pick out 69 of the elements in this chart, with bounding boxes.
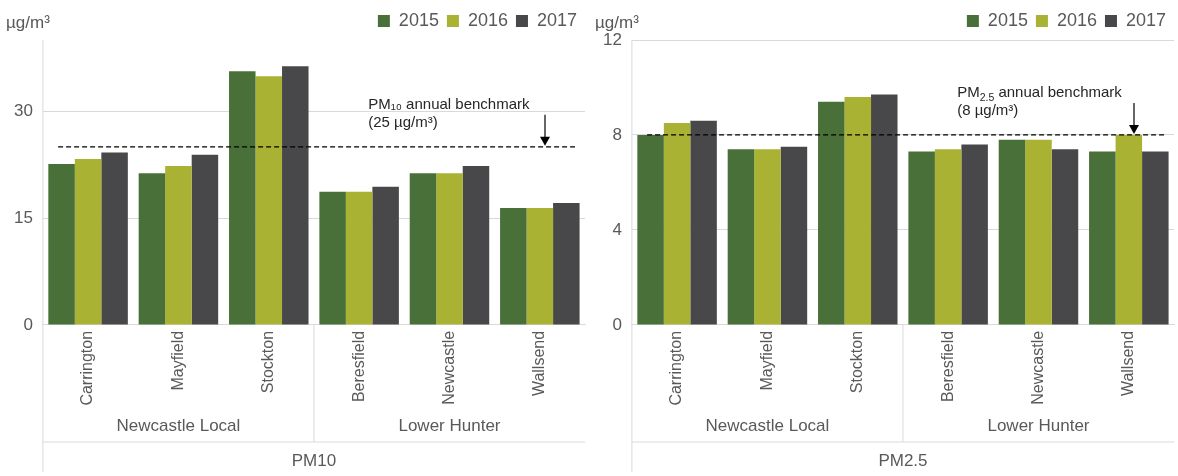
bar — [372, 186, 399, 325]
bar — [165, 166, 192, 325]
x-tick-label: Stockton — [848, 330, 866, 394]
x-tick-label: Newcastle — [1028, 330, 1046, 405]
x-tick-label: Mayfield — [168, 330, 186, 391]
bar — [553, 203, 580, 325]
y-tick-label: 15 — [13, 207, 33, 227]
bar — [727, 149, 755, 325]
bar — [138, 173, 166, 325]
bar — [191, 154, 219, 325]
bar — [871, 94, 898, 325]
bar — [844, 96, 872, 325]
bar — [908, 151, 935, 325]
bar — [74, 158, 102, 325]
bar — [409, 173, 437, 325]
x-tick-label: Beresfield — [349, 330, 367, 403]
legend-label: 2016 — [467, 9, 508, 30]
bar — [961, 144, 988, 325]
x-tick-label: Newcastle — [439, 330, 457, 405]
bar — [500, 208, 527, 325]
y-tick-label: 30 — [13, 100, 33, 120]
y-tick-label: 4 — [612, 219, 622, 239]
bar — [345, 191, 373, 325]
bar — [818, 101, 845, 325]
bar — [663, 123, 691, 325]
bar — [1025, 139, 1052, 325]
bar — [934, 149, 962, 325]
bar — [255, 76, 283, 325]
x-tick-label: Mayfield — [757, 330, 775, 391]
bar — [1142, 151, 1169, 325]
y-tick-label: 0 — [23, 314, 33, 334]
x-axis-title: PM2.5 — [878, 451, 928, 471]
y-tick-label: 8 — [612, 124, 622, 144]
x-tick-label: Stockton — [259, 330, 277, 394]
bar — [436, 173, 463, 325]
x-tick-label: Beresfield — [938, 330, 956, 403]
x-tick-label: Carrington — [667, 330, 685, 406]
bar — [462, 166, 490, 325]
ref-line-label: PM₁₀ annual benchmark (25 µg/m³) — [368, 94, 531, 130]
x-tick-label: Wallsend — [1119, 330, 1137, 397]
x-axis-title: PM10 — [291, 451, 337, 471]
bar — [780, 146, 808, 325]
text: Lower Hunter — [987, 415, 1090, 435]
bar — [1089, 151, 1116, 325]
bar — [690, 120, 717, 325]
bar — [319, 191, 346, 325]
legend-label: 2015 — [398, 9, 439, 30]
legend-label: 2015 — [987, 9, 1028, 30]
bar — [1051, 149, 1079, 325]
legend-label: 2016 — [1056, 9, 1097, 30]
y-axis-title: µg/m³ — [6, 13, 51, 32]
y-tick-label: 0 — [612, 314, 622, 334]
bar — [526, 208, 554, 325]
legend-label: 2017 — [536, 9, 577, 30]
text: Lower Hunter — [398, 415, 501, 435]
text: Newcastle Local — [116, 415, 241, 435]
bar — [998, 139, 1026, 325]
bar — [1115, 134, 1143, 325]
text: Newcastle Local — [705, 415, 830, 435]
bar — [637, 134, 664, 325]
x-tick-label: Carrington — [78, 330, 96, 406]
bar — [282, 66, 309, 325]
x-tick-label: Wallsend — [530, 330, 548, 397]
bar — [754, 149, 781, 325]
legend-label: 2017 — [1125, 9, 1166, 30]
y-axis-title: µg/m³ — [595, 13, 640, 32]
bar — [101, 152, 128, 325]
bar — [48, 163, 75, 325]
bar — [229, 71, 256, 325]
